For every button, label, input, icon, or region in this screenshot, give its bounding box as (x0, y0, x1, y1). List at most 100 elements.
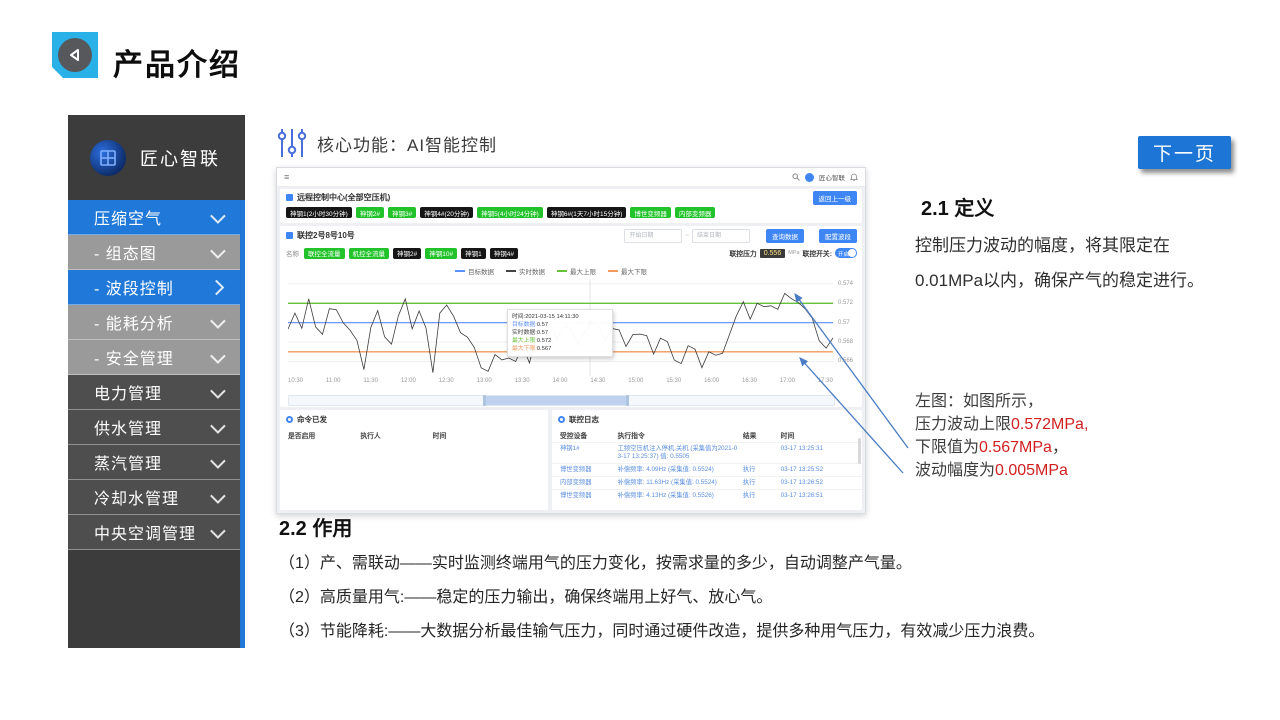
callout-text: 左图：如图所示， 压力波动上限0.572MPa, 下限值为0.567MPa， 波… (915, 393, 1089, 479)
definition-body: 控制压力波动的幅度，将其限定在0.01MPa以内，确保产气的稳定进行。 (915, 236, 1205, 290)
table-row[interactable]: 内部变频器 补偿频率: 11.63Hz (采集值: 0.5524) 执行 03-17 … (552, 476, 862, 489)
sidebar-item[interactable]: 中央空调管理 (68, 515, 240, 550)
tooltip-row: 最大上限:0.572 (512, 338, 552, 344)
configure-band-button[interactable]: 配置波段 (819, 229, 857, 243)
chevron-down-icon (210, 347, 226, 364)
filter-label: 名称 (286, 251, 299, 258)
device-button[interactable]: 神钢2# (355, 207, 385, 218)
link-log-title: 联控日志 (569, 415, 599, 424)
device-button[interactable]: 神钢4#(20分钟) (420, 207, 474, 218)
commands-panel-title: 命令已发 (297, 415, 327, 424)
panel-scrollbar[interactable] (858, 438, 861, 464)
x-tick: 12:00 (400, 378, 416, 384)
datazoom-right-handle[interactable] (625, 395, 629, 406)
table-cell: 工频空压机注入停机.关机 (采集值为2021-03-17 13:25:37) 值… (617, 445, 738, 460)
commands-panel: 命令已发 是否启用 执行人 时间 (280, 410, 548, 510)
back-circle (58, 38, 92, 72)
back-to-parent-button[interactable]: 返回上一级 (812, 191, 857, 205)
usage-item: （2）高质量用气:——稳定的压力输出，确保终端用上好气、放心气。 (279, 589, 773, 606)
sidebar-item[interactable]: 冷却水管理 (68, 480, 240, 515)
device-button[interactable]: 神钢4# (489, 247, 518, 259)
back-button[interactable] (52, 32, 98, 78)
query-button[interactable]: 查询数据 (766, 229, 804, 243)
end-date-input[interactable]: 结束日期 (692, 229, 750, 243)
tooltip-time: 时间:2021-03-15 14:11:30 (512, 314, 579, 320)
usage-heading: 2.2 作用 (279, 518, 353, 540)
column-header: 时间 (780, 433, 795, 440)
sidebar-item[interactable]: - 能耗分析 (68, 305, 240, 340)
amplitude-value: 0.005MPa (995, 462, 1068, 479)
sidebar-item-label: 蒸汽管理 (94, 456, 163, 473)
callout-line2-label: 压力波动上限 (915, 416, 1012, 433)
x-tick: 11:00 (325, 378, 341, 384)
section-icon (286, 232, 293, 239)
device-button[interactable]: 机控全流量 (348, 247, 389, 259)
device-button[interactable]: 神钢5(4小时24分钟) (477, 207, 543, 218)
x-tick: 13:00 (476, 378, 492, 384)
panel-icon (558, 416, 565, 423)
column-header: 执行指令 (617, 433, 645, 440)
datazoom-selection[interactable] (483, 395, 629, 406)
chart-x-axis: 10:30 11:00 11:30 12:00 12:30 13:00 13:30 14:00… (288, 378, 833, 384)
device-button[interactable]: 神钢2# (393, 247, 422, 259)
x-tick: 15:00 (628, 378, 644, 384)
chart-legend: 目标数据 实时数据 最大上限 最大下限 (280, 266, 822, 276)
link-control-toggle[interactable]: 开启 (835, 248, 857, 258)
legend-item[interactable]: 最大下限 (608, 266, 647, 276)
usage-item: （1）产、需联动——实时监测终端用气的压力变化，按需求量的多少，自动调整产气量。 (279, 555, 912, 572)
device-button[interactable]: 联控全流量 (304, 247, 345, 259)
table-cell: 补偿频率: 4.13Hz (采集值: 0.5526) (617, 492, 714, 499)
legend-item[interactable]: 实时数据 (506, 266, 545, 276)
table-cell (741, 443, 779, 463)
sidebar-item[interactable]: 供水管理 (68, 410, 240, 445)
chevron-down-icon (210, 522, 226, 539)
definition-heading: 2.1 定义 (921, 198, 995, 220)
search-icon[interactable] (792, 173, 800, 181)
table-row[interactable]: 神钢1# 工频空压机注入停机.关机 (采集值为2021-03-17 13:25:3… (552, 442, 862, 463)
device-button[interactable]: 神钢3# (388, 207, 417, 218)
device-button[interactable]: 神钢1(2小时30分钟) (286, 207, 352, 218)
dashboard-screenshot: ≡ 匠心智联 远程控制中心(全部空压机) 返回上一级 神钢1(2小时30分钟) 神… (276, 167, 866, 514)
legend-item[interactable]: 最大上限 (557, 266, 596, 276)
sidebar-item[interactable]: - 组态图 (68, 235, 240, 270)
sidebar-item[interactable]: 压缩空气 (68, 200, 240, 235)
next-page-button[interactable]: 下一页 (1138, 136, 1231, 169)
legend-item[interactable]: 目标数据 (455, 266, 494, 276)
avatar[interactable] (805, 172, 814, 182)
sidebar-item[interactable]: - 安全管理 (68, 340, 240, 375)
callout-line1: 左图：如图所示， (915, 393, 1044, 410)
chart-datazoom-slider[interactable] (288, 395, 835, 406)
sidebar-menu: 压缩空气 - 组态图 - 波段控制 - 能耗分析 - 安全管理 电力管理 供水管理蒸汽管理冷… (68, 200, 240, 550)
bell-icon[interactable] (850, 173, 858, 182)
device-button[interactable]: 神钢6#(1天7小时15分钟) (546, 207, 627, 218)
panel-icon (286, 416, 293, 423)
pressure-label: 联控压力 (729, 251, 757, 258)
table-cell: 03-17 13:26:52 (780, 479, 824, 486)
device-button[interactable]: 内部变频器 (674, 207, 716, 218)
sidebar-item[interactable]: 蒸汽管理 (68, 445, 240, 480)
band-control-card: 联控2号8号10号 开始日期 ~ 结束日期 查询数据 配置波段 名称 联控全流量… (280, 226, 862, 407)
x-tick: 10:30 (288, 378, 304, 384)
log-table-headers: 受控设备 执行指令 结果 时间 (552, 428, 862, 442)
tooltip-row: 最大下限:0.567 (512, 346, 552, 352)
x-tick: 16:30 (742, 378, 758, 384)
device-button[interactable]: 神钢1 (461, 247, 486, 259)
chevron-right-icon (208, 279, 225, 295)
sidebar-item[interactable]: - 波段控制 (68, 270, 240, 305)
chevron-down-icon (210, 452, 226, 469)
sidebar-item-label: - 能耗分析 (94, 316, 174, 333)
start-date-input[interactable]: 开始日期 (624, 229, 683, 243)
column-header: 结果 (742, 433, 757, 440)
device-button[interactable]: 神钢10# (425, 247, 458, 259)
lower-limit-value: 0.567MPa (979, 439, 1052, 456)
table-row[interactable]: 博世变频器 补偿频率: 4.09Hz (采集值: 0.5524) 执行 03-17 1… (552, 463, 862, 476)
datazoom-left-handle[interactable] (483, 395, 487, 406)
collapse-menu-icon[interactable]: ≡ (284, 172, 290, 182)
tooltip-rows: 目标数据:0.57 实时数据:0.57 最大上限:0.572 最大下限:0.567 (512, 321, 608, 353)
y-tick: 0.566 (838, 358, 854, 365)
table-row[interactable]: 博世变频器 补偿频率: 4.13Hz (采集值: 0.5526) 执行 03-17 1… (552, 489, 862, 502)
sidebar-item[interactable]: 电力管理 (68, 375, 240, 410)
device-button[interactable]: 博世变频器 (630, 207, 671, 218)
control-center-card: 远程控制中心(全部空压机) 返回上一级 神钢1(2小时30分钟) 神钢2# 神钢3#… (280, 189, 862, 223)
table-cell: 03-17 13:25:52 (780, 466, 824, 473)
